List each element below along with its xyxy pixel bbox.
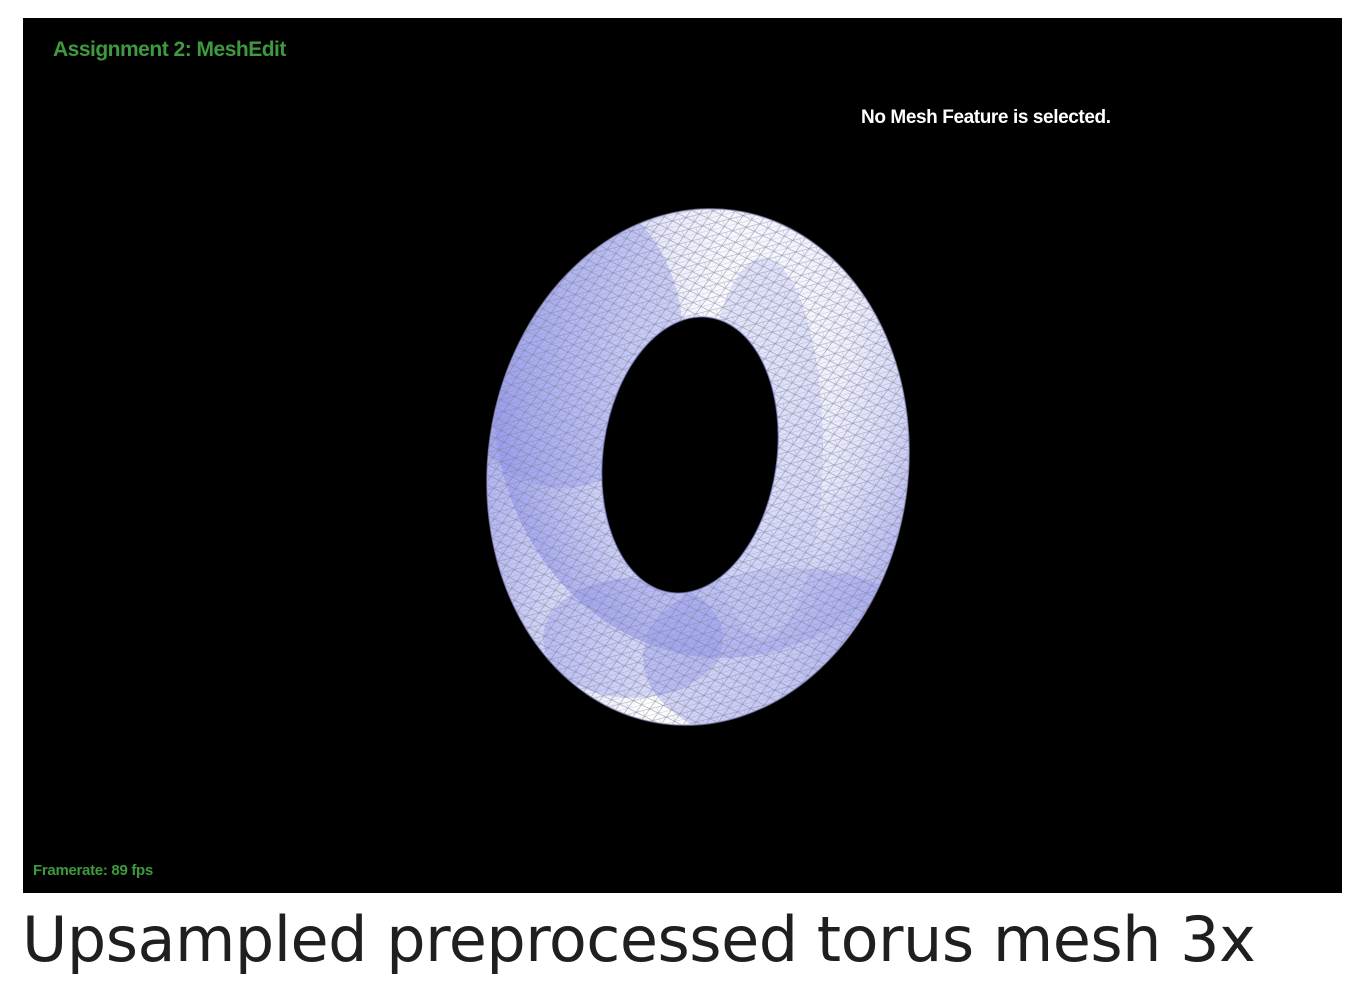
figure-caption: Upsampled preprocessed torus mesh 3x: [22, 903, 1256, 976]
framerate-readout: Framerate: 89 fps: [33, 862, 153, 879]
mesh-viewport[interactable]: Assignment 2: MeshEdit No Mesh Feature i…: [23, 18, 1342, 893]
app-title: Assignment 2: MeshEdit: [53, 38, 286, 61]
torus-mesh-render[interactable]: [23, 18, 1342, 893]
torus-body: [443, 138, 963, 758]
selection-status-text: No Mesh Feature is selected.: [861, 107, 1111, 128]
